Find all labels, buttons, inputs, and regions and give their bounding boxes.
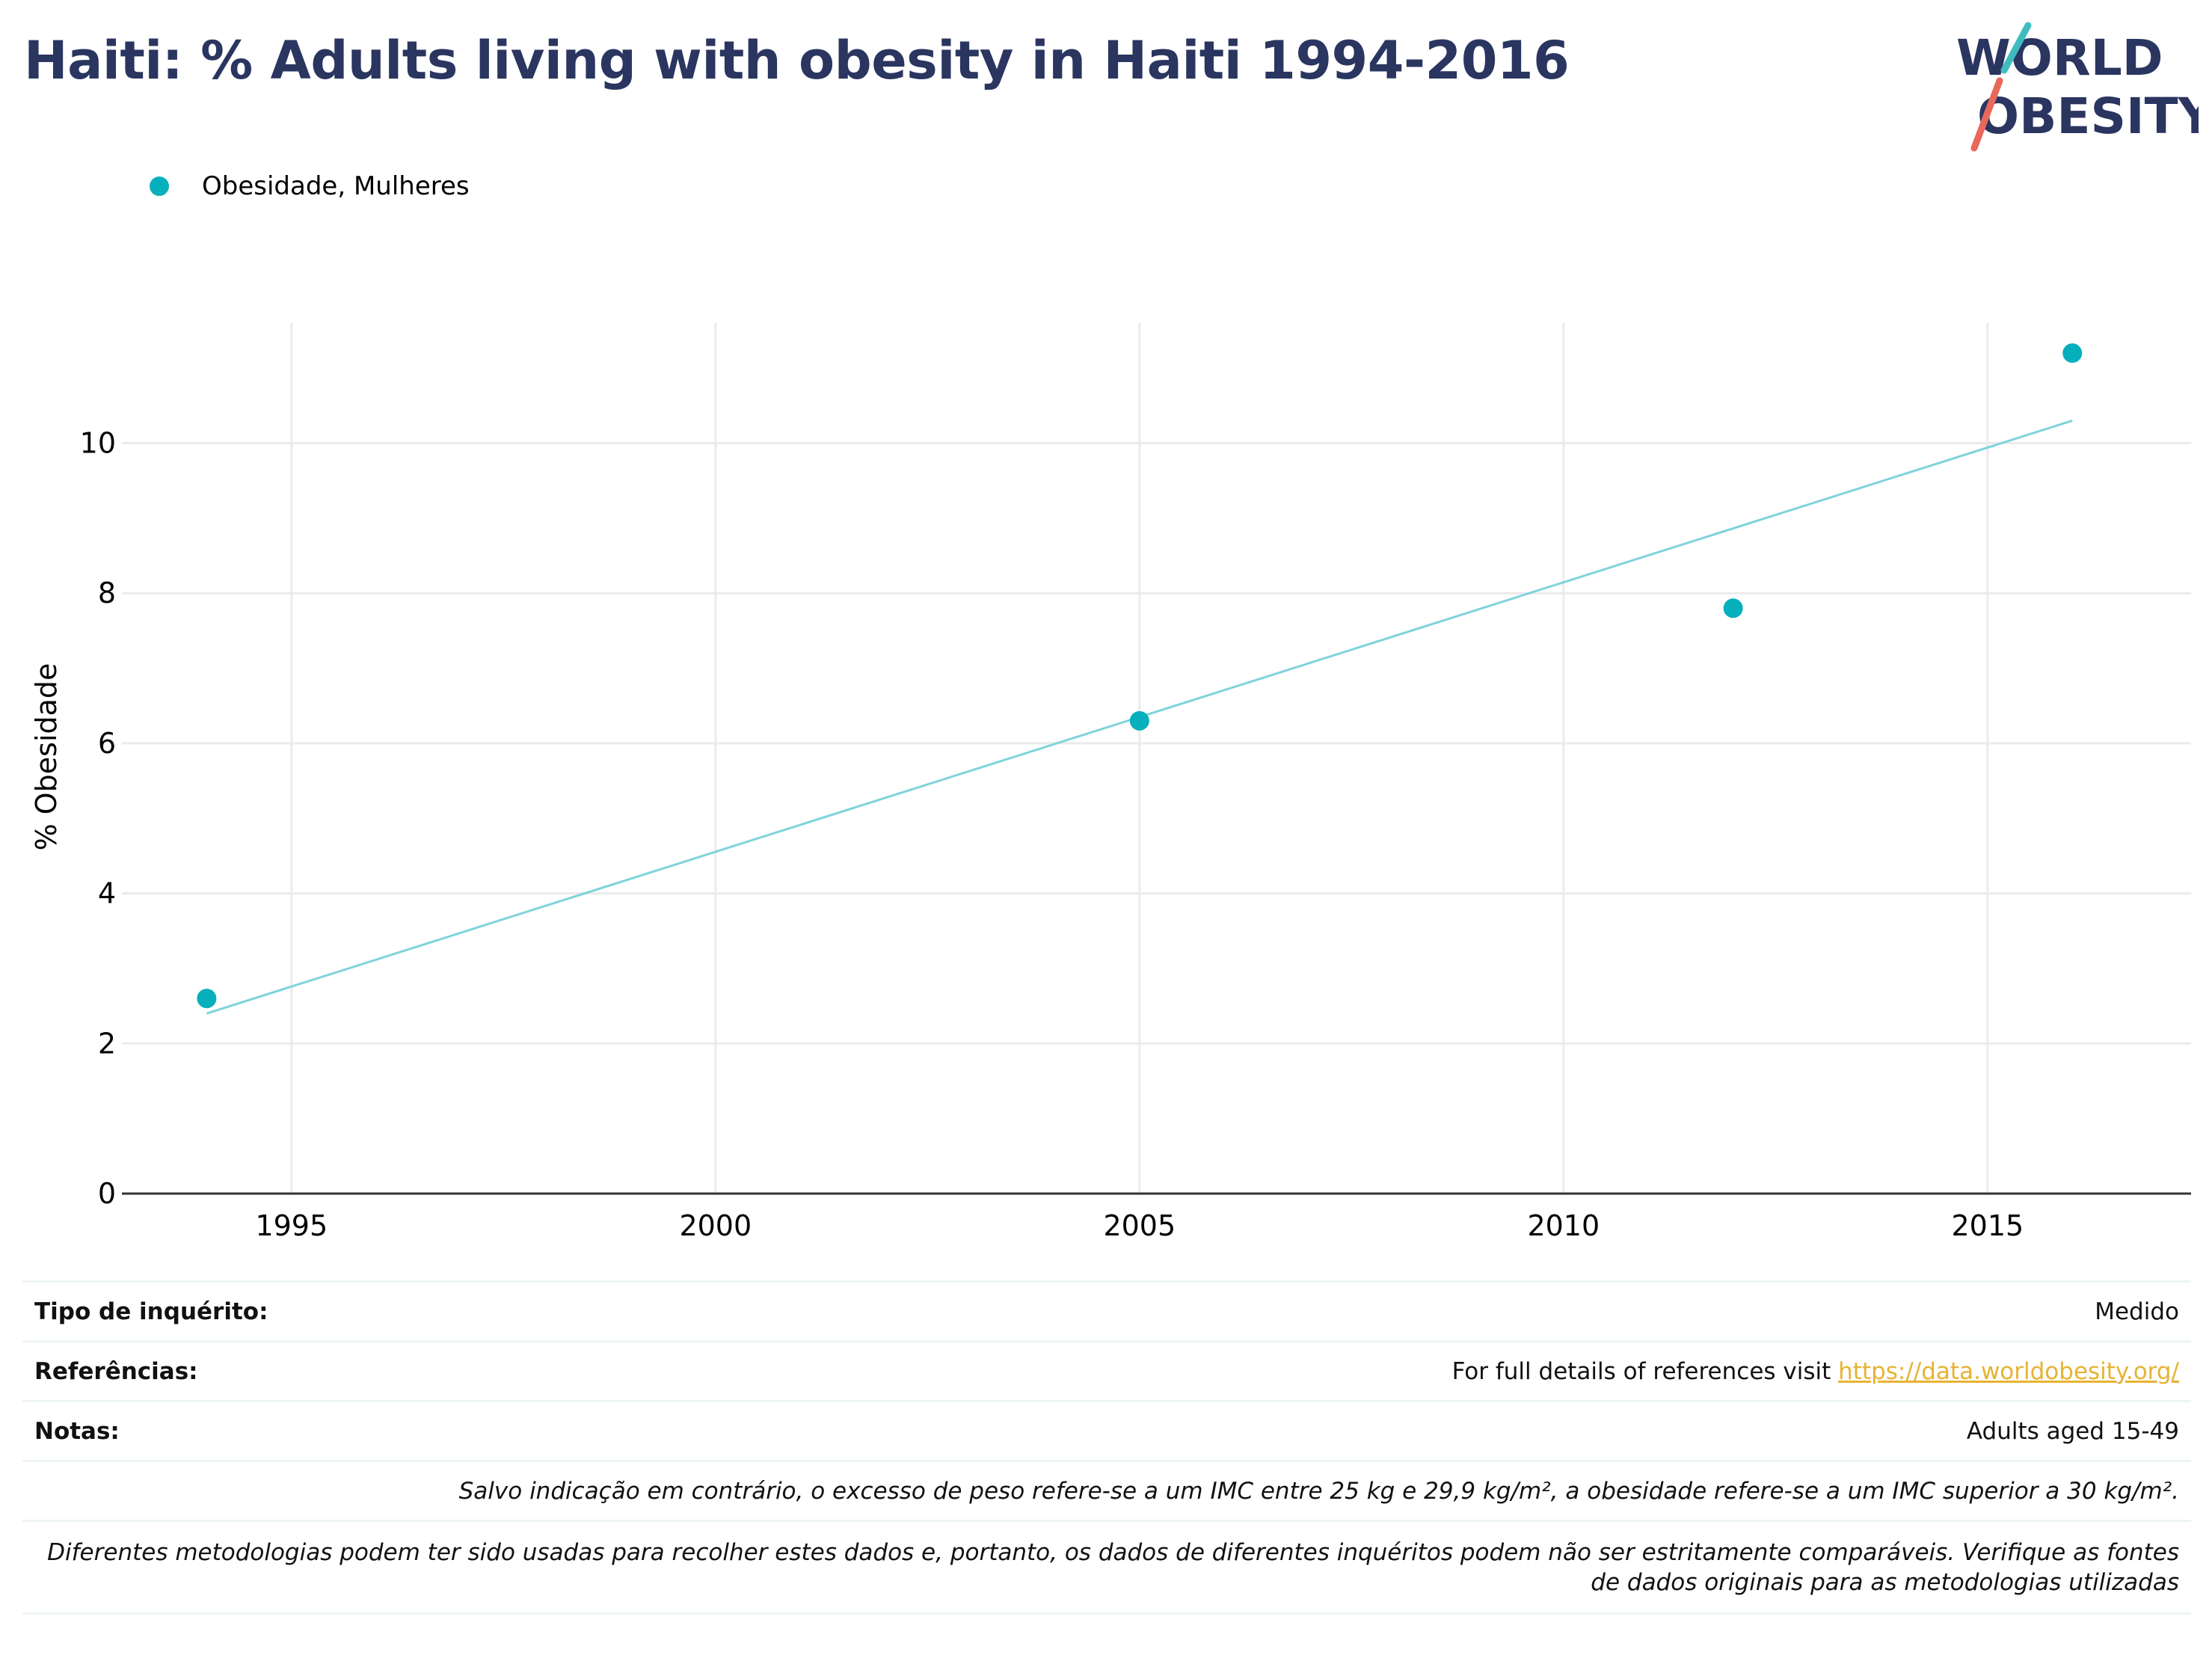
legend-label: Obesidade, Mulheres	[202, 171, 470, 201]
info-table: Tipo de inquérito: Medido Referências: F…	[22, 1280, 2191, 1615]
info-row-notes: Notas: Adults aged 15-49	[22, 1400, 2191, 1460]
x-tick-label: 2000	[679, 1209, 752, 1242]
y-tick-label: 8	[98, 577, 116, 610]
info-row-references: Referências: For full details of referen…	[22, 1340, 2191, 1400]
x-tick-label: 2010	[1527, 1209, 1600, 1242]
bmi-note: Salvo indicação em contrário, o excesso …	[458, 1477, 2179, 1505]
survey-type-label: Tipo de inquérito:	[34, 1298, 268, 1325]
references-link[interactable]: https://data.worldobesity.org/	[1838, 1357, 2179, 1385]
data-point	[1723, 598, 1743, 618]
y-tick-label: 6	[98, 727, 116, 760]
x-tick-label: 2005	[1103, 1209, 1176, 1242]
x-tick-label: 1995	[255, 1209, 328, 1242]
y-tick-label: 2	[98, 1027, 116, 1060]
references-label: Referências:	[34, 1357, 198, 1385]
plot-area[interactable]: 1995 2000 2005 2010 2015 0 2 4 6 8 10	[0, 0, 2212, 1271]
data-point	[1129, 710, 1149, 731]
notes-label: Notas:	[34, 1417, 120, 1445]
methods-note: Diferentes metodologias podem ter sido u…	[47, 1538, 2179, 1596]
info-table-bottom-border	[22, 1612, 2191, 1615]
logo-line1: WORLD	[1956, 29, 2163, 87]
info-row-survey-type: Tipo de inquérito: Medido	[22, 1280, 2191, 1340]
world-obesity-logo: WORLD OBESITY	[1944, 21, 2212, 156]
y-tick-label: 0	[98, 1177, 116, 1210]
logo-slash-top-icon	[2000, 22, 2032, 74]
logo-slash-bottom-icon	[1970, 77, 2003, 152]
survey-type-value: Medido	[2095, 1298, 2179, 1325]
y-tick-label: 4	[98, 877, 116, 910]
chart-title: Haiti: % Adults living with obesity in H…	[24, 30, 1570, 91]
data-point	[197, 989, 217, 1009]
info-row-bmi-note: Salvo indicação em contrário, o excesso …	[22, 1460, 2191, 1520]
logo-line2: OBESITY	[1977, 87, 2199, 145]
y-axis-label: % Obesidade	[30, 663, 63, 851]
references-value: For full details of references visit htt…	[1452, 1358, 2179, 1385]
info-row-methods-note: Diferentes metodologias podem ter sido u…	[22, 1520, 2191, 1612]
references-text: For full details of references visit	[1451, 1357, 1839, 1385]
legend[interactable]: Obesidade, Mulheres	[150, 169, 470, 203]
notes-value: Adults aged 15-49	[1966, 1417, 2179, 1445]
data-point	[2062, 343, 2083, 363]
y-tick-label: 10	[80, 427, 116, 460]
legend-marker-icon	[150, 176, 169, 196]
x-tick-label: 2015	[1951, 1209, 2024, 1242]
